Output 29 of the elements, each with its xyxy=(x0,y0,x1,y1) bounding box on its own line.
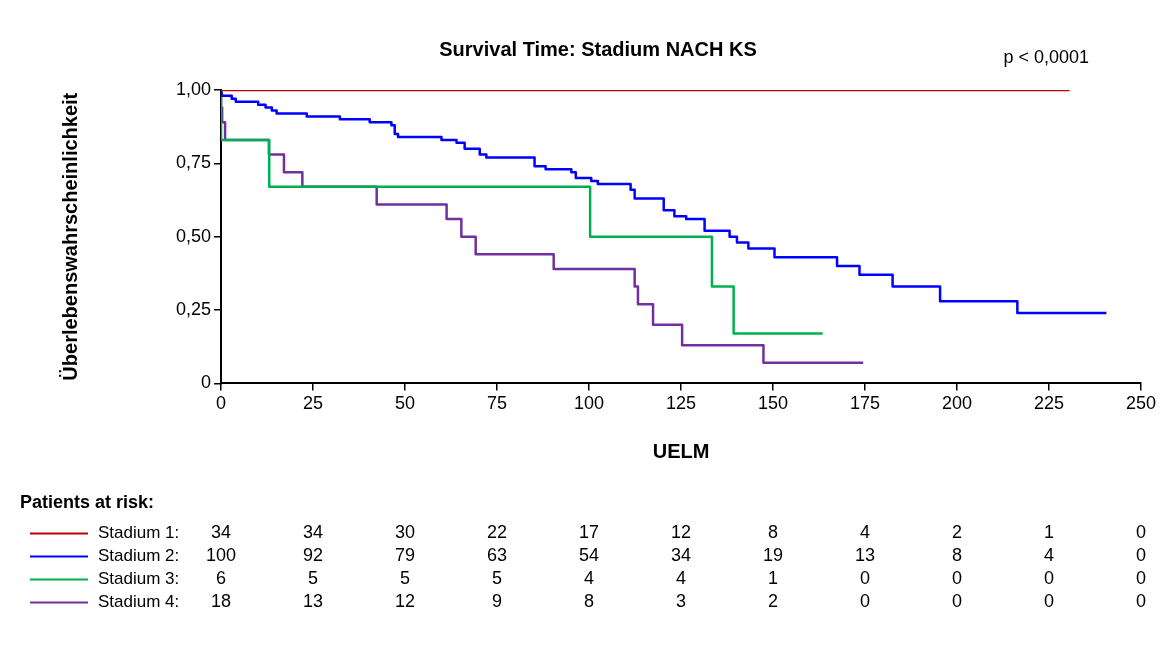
legend-label: Stadium 4: xyxy=(98,592,180,612)
y-tick-label: 0 xyxy=(201,372,212,393)
x-tick-label: 225 xyxy=(1033,393,1065,414)
text: 6 5 5 5 4 4 1 0 0 0 0 xyxy=(216,568,1147,589)
y-tick-label: 0,75 xyxy=(175,152,212,173)
legend-label: Stadium 3: xyxy=(98,569,180,589)
x-tick-label: 50 xyxy=(395,393,416,414)
x-tick-label: 100 xyxy=(574,393,605,414)
text: 18 13 12 9 8 3 2 0 0 0 0 xyxy=(211,591,1147,612)
x-tick-label: 150 xyxy=(757,393,789,414)
legend-label: Stadium 1: xyxy=(98,523,180,543)
text: 100 92 79 63 54 34 19 13 8 4 0 xyxy=(206,545,1147,566)
y-tick-label: 0,50 xyxy=(175,225,212,246)
legend-label: Stadium 2: xyxy=(98,546,180,566)
x-tick-label: 75 xyxy=(487,393,508,414)
text: Patients at risk: xyxy=(20,492,155,513)
chart-title: Survival Time: Stadium NACH KS xyxy=(439,37,757,60)
x-tick-label: 250 xyxy=(1125,393,1157,414)
text: p < 0,0001 xyxy=(1003,46,1089,67)
y-axis-title: Überlebenswahrscheinlichkeit xyxy=(58,92,81,381)
x-tick-label: 0 xyxy=(216,393,227,414)
x-axis-title: UELM xyxy=(652,439,710,462)
y-tick-label: 0,25 xyxy=(175,299,212,320)
text: 34 34 30 22 17 12 8 4 2 1 0 xyxy=(211,522,1147,543)
x-tick-label: 125 xyxy=(665,393,697,414)
x-tick-label: 25 xyxy=(303,393,324,414)
y-tick-label: 1,00 xyxy=(175,78,212,99)
x-tick-label: 200 xyxy=(941,393,973,414)
x-tick-label: 175 xyxy=(849,393,881,414)
